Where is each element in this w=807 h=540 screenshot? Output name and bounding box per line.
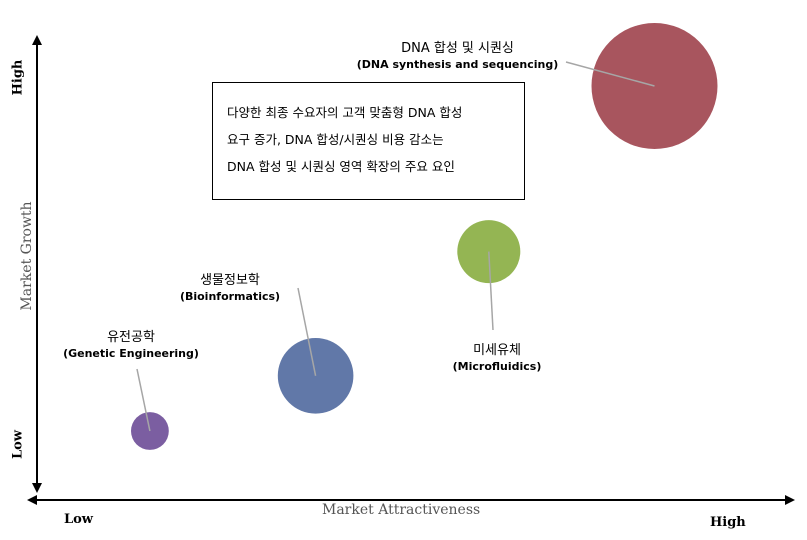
- bubble-label-ko: 생물정보학: [200, 273, 260, 288]
- annotation-line-2: 요구 증가, DNA 합성/시퀀싱 비용 감소는: [227, 132, 444, 147]
- leader-line-microfluidics: [488, 251, 494, 331]
- bubble-label-en: (Microfluidics): [452, 360, 542, 373]
- leader-line-dna-synthesis: [565, 61, 655, 87]
- bubble-label-en: (DNA synthesis and sequencing): [356, 58, 559, 71]
- y-axis-title: Market Growth: [19, 201, 35, 311]
- x-axis-low-label: Low: [64, 512, 94, 527]
- x-axis-high-label: High: [710, 515, 746, 530]
- x-axis-title: Market Attractiveness: [322, 502, 481, 518]
- annotation-line-3: DNA 합성 및 시퀀싱 영역 확장의 주요 요인: [227, 159, 455, 174]
- leader-line-genetic-engineering: [136, 368, 151, 432]
- bubble-label-en: (Genetic Engineering): [63, 347, 199, 360]
- bubble-label-dna-synthesis: DNA 합성 및 시퀀싱 (DNA synthesis and sequenci…: [355, 37, 560, 71]
- bubble-label-bioinformatics: 생물정보학 (Bioinformatics): [175, 269, 285, 303]
- bubble-label-genetic-engineering: 유전공학 (Genetic Engineering): [63, 326, 199, 360]
- bubble-label-microfluidics: 미세유체 (Microfluidics): [447, 339, 547, 373]
- bubble-label-ko: 유전공학: [107, 330, 155, 345]
- y-axis-low-label: Low: [10, 430, 26, 460]
- bubble-label-en: (Bioinformatics): [179, 290, 281, 303]
- bubble-bioinformatics: [277, 338, 354, 414]
- y-axis-high-label: High: [10, 59, 26, 96]
- bubble-label-ko: 미세유체: [473, 343, 521, 358]
- leader-line-bioinformatics: [297, 287, 317, 376]
- annotation-box: 다양한 최종 수요자의 고객 맞춤형 DNA 합성 요구 증가, DNA 합성/…: [212, 82, 525, 200]
- annotation-line-1: 다양한 최종 수요자의 고객 맞춤형 DNA 합성: [227, 105, 463, 120]
- bubble-label-ko: DNA 합성 및 시퀀싱: [401, 41, 514, 56]
